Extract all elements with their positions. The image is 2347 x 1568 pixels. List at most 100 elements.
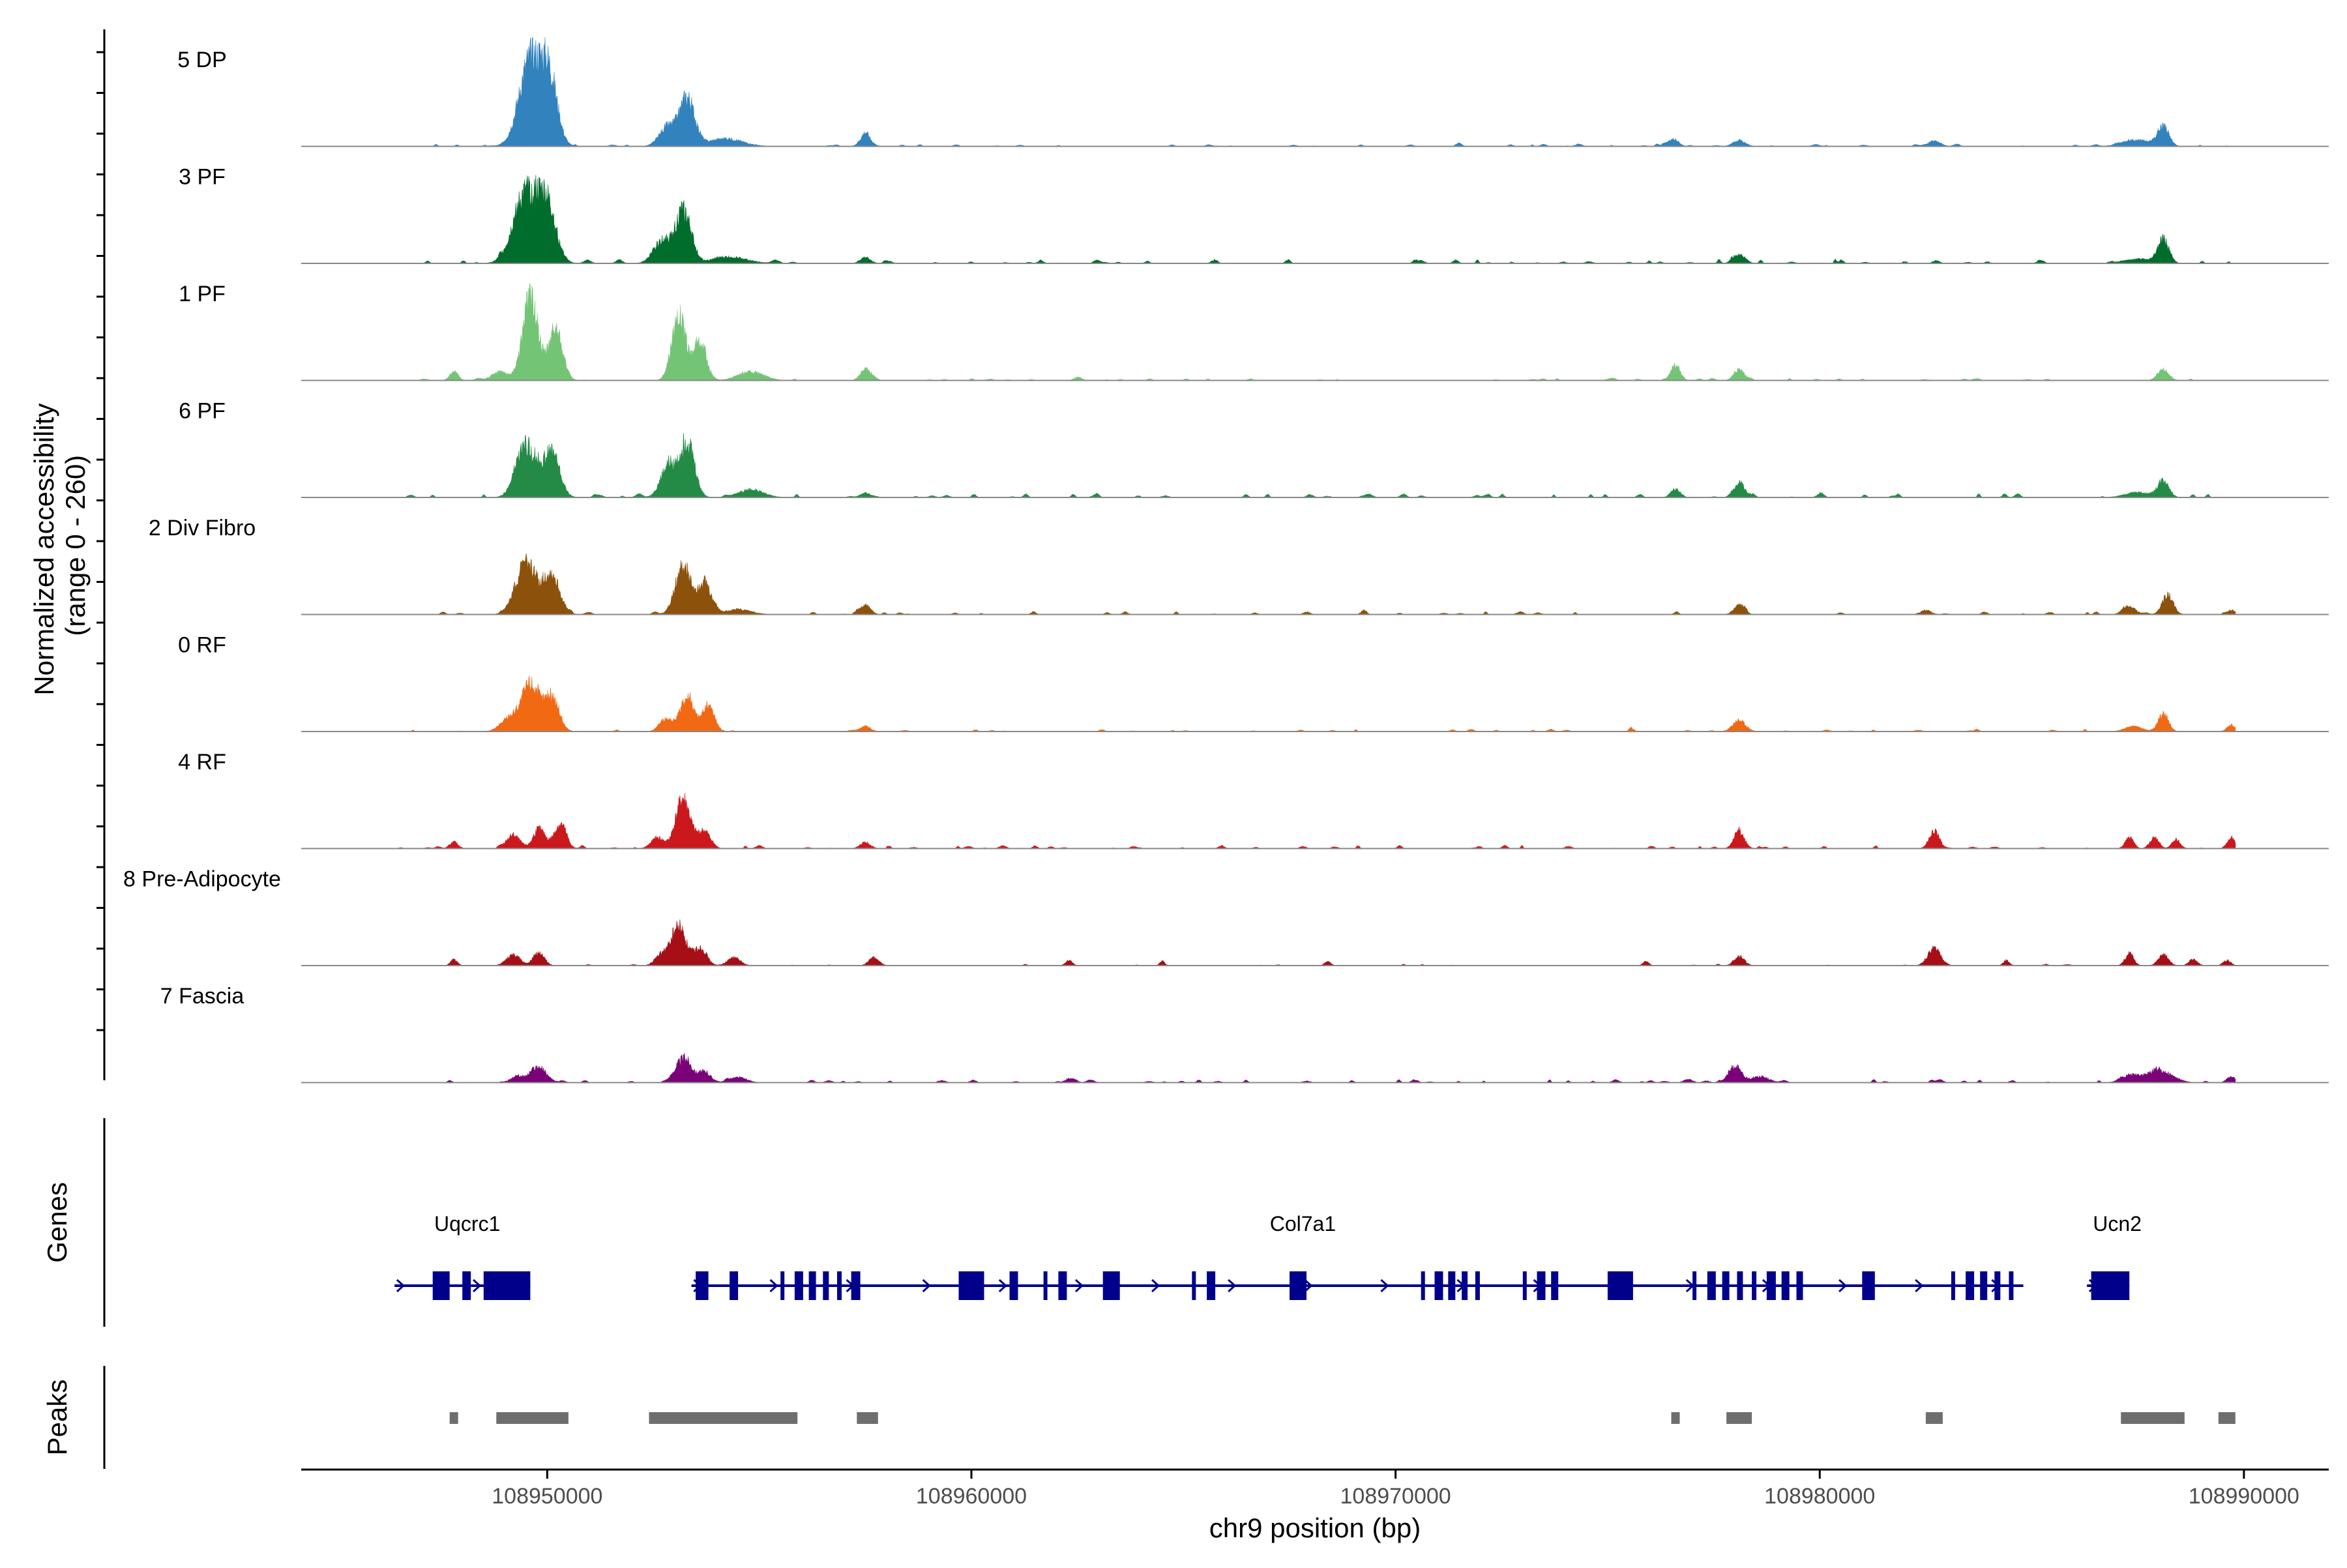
peak-region [2218,1412,2236,1424]
track-2-div-fibro: 2 Div Fibro [149,516,2329,615]
track-3-pf: 3 PF [179,165,2329,264]
gene-exon [1707,1271,1716,1300]
strand-arrow [396,1279,406,1293]
gene-exon [808,1271,816,1300]
track-label: 8 Pre-Adipocyte [123,867,281,892]
strand-arrow [1915,1279,1924,1293]
coverage-area [390,675,2236,732]
track-label: 0 RF [178,633,226,658]
gene-col7a1: Col7a1 [691,1212,2024,1300]
track-label: 2 Div Fibro [149,516,256,540]
strand-arrow [1074,1279,1084,1293]
y-axis-title: Normalized accessibility (range 0 - 260) [29,396,91,696]
coverage-tracks: 5 DP 3 PF 1 PF 6 PF 2 Div Fibro 0 RF 4 RF 8 Pre… [123,37,2329,1084]
peak-region [649,1412,798,1424]
strand-arrow [922,1279,931,1293]
strand-arrow [1151,1279,1160,1293]
gene-exon [1737,1271,1743,1300]
coverage-area [390,283,2236,381]
peak-region [1671,1412,1680,1424]
peak-region [2121,1412,2185,1424]
gene-exon [851,1271,861,1300]
gene-exon [1434,1271,1443,1300]
peak-region [496,1412,568,1424]
gene-exon [1102,1271,1120,1300]
x-tick-label: 108970000 [1340,1484,1451,1509]
gene-exon [1043,1271,1048,1300]
gene-label: Col7a1 [1270,1212,1336,1235]
gene-exon [696,1271,709,1300]
gene-exon [1207,1271,1216,1300]
gene-exon [432,1271,450,1300]
coverage-area [390,175,2236,264]
gene-exon [462,1271,471,1300]
gene-exon [958,1271,984,1300]
gene-exon [1766,1271,1776,1300]
gene-exon [483,1271,531,1300]
peak-region [449,1412,458,1424]
gene-exon [780,1271,785,1300]
coverage-y-ticks [96,51,104,1031]
strand-arrow [1380,1279,1389,1293]
y-axis-title-line-2: (range 0 - 260) [60,455,91,636]
track-7-fascia: 7 Fascia [160,984,2329,1084]
gene-exon [1551,1271,1559,1300]
gene-exon [1522,1271,1527,1300]
gene-exon [1290,1271,1306,1300]
gene-exon [1607,1271,1633,1300]
gene-exon [1966,1271,1975,1300]
gene-exon [1462,1271,1468,1300]
track-label: 4 RF [178,750,226,775]
strand-arrow [998,1279,1008,1293]
coverage-area [390,793,2236,849]
gene-uqcrc1: Uqcrc1 [394,1212,531,1300]
gene-label: Ucn2 [2093,1212,2142,1235]
gene-ucn2: Ucn2 [2087,1212,2142,1300]
x-axis-ticks: 108950000 108960000 108970000 108980000 1089… [492,1470,2299,1509]
gene-exon [837,1271,842,1300]
track-label: 5 DP [177,48,227,72]
genes-panel-title: Genes [42,1182,72,1263]
gene-models: Uqcrc1 Col7a1 Ucn2 [394,1212,2142,1300]
x-axis-title: chr9 position (bp) [1209,1513,1421,1543]
coverage-area [390,1052,2236,1083]
strand-arrow [473,1279,482,1293]
strand-arrow [1304,1279,1313,1293]
track-label: 6 PF [179,399,226,424]
strand-arrow [1228,1279,1237,1293]
gene-exon [1058,1271,1067,1300]
gene-exon [1980,1271,1988,1300]
peak-region [1925,1412,1943,1424]
peak-regions [449,1412,2236,1424]
gene-exon [1421,1271,1425,1300]
peak-region [857,1412,878,1424]
y-axis-title-line-1: Normalized accessibility [29,404,59,696]
gene-label: Uqcrc1 [434,1212,500,1235]
track-8-pre-adipocyte: 8 Pre-Adipocyte [123,867,2329,966]
gene-exon [1796,1271,1803,1300]
gene-exon [730,1271,739,1300]
coverage-area [390,553,2236,615]
gene-exon [2009,1271,2014,1300]
strand-arrow [1838,1279,1848,1293]
track-label: 3 PF [179,165,226,190]
gene-exon [1009,1271,1018,1300]
coverage-area [390,433,2236,498]
gene-exon [1692,1271,1697,1300]
gene-exon [794,1271,803,1300]
gene-exon [2091,1271,2130,1300]
track-6-pf: 6 PF [179,399,2329,498]
gene-exon [1475,1271,1480,1300]
coverage-area [390,919,2236,966]
gene-exon [1752,1271,1757,1300]
x-tick-label: 108990000 [2189,1484,2299,1509]
track-4-rf: 4 RF [178,750,2329,850]
gene-exon [1448,1271,1456,1300]
gene-exon [1192,1271,1196,1300]
peak-region [1726,1412,1752,1424]
gene-exon [1951,1271,1955,1300]
x-tick-label: 108980000 [1764,1484,1875,1509]
track-label: 7 Fascia [160,984,244,1009]
